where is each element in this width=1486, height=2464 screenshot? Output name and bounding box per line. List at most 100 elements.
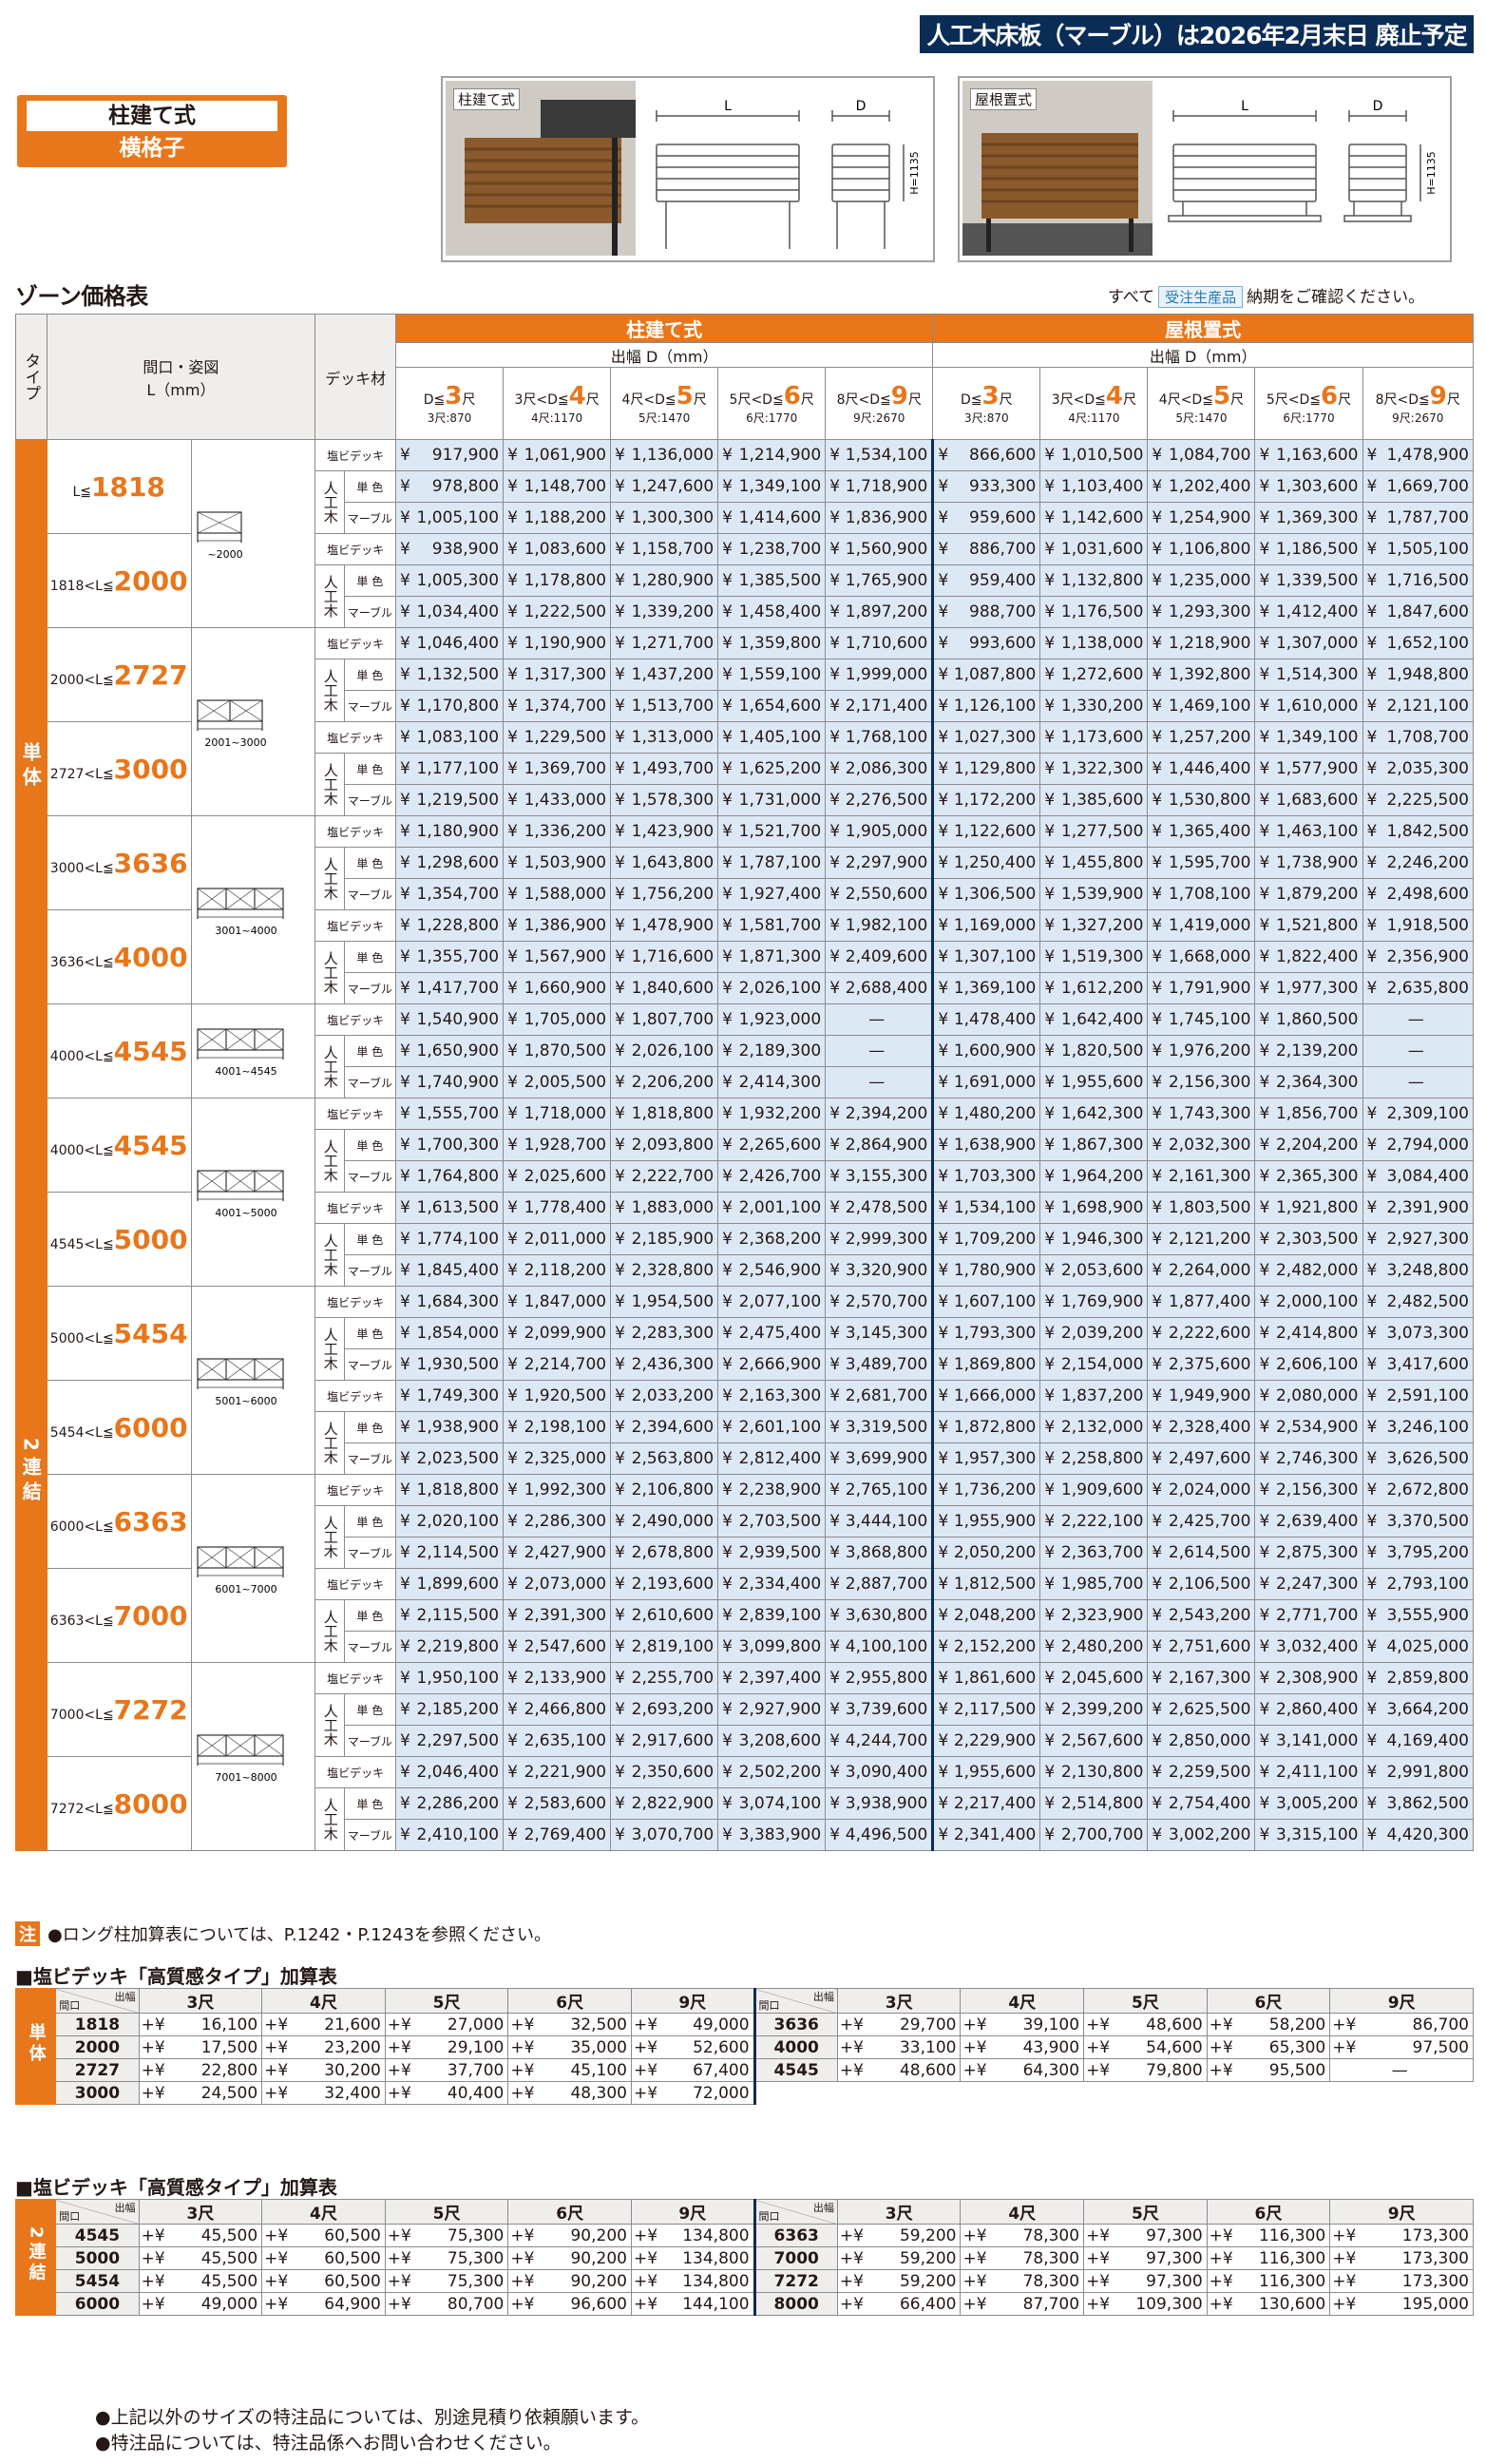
yen-sign: ¥ xyxy=(507,1700,518,1719)
size-max: 5000 xyxy=(113,1223,188,1255)
price-value: 1,458,400 xyxy=(738,602,822,621)
price-cell: ¥1,327,200 xyxy=(1039,909,1149,942)
price-value: 2,171,400 xyxy=(845,697,928,716)
price-row: 人工木単 色 ¥978,800 ¥1,148,700 ¥1,247,600 ¥1,349… xyxy=(16,470,1474,534)
yen-sign: ¥ xyxy=(507,446,518,465)
price-value: 2,020,100 xyxy=(416,1512,500,1531)
price-cell: ¥2,860,400 xyxy=(1254,1693,1363,1726)
price-value: 1,385,500 xyxy=(738,571,822,590)
addon-price-cell: — xyxy=(1329,2058,1474,2082)
price-cell: ¥2,364,300 xyxy=(1254,1066,1363,1098)
addon-price-value: 29,700 xyxy=(899,2015,957,2034)
yen-sign: ¥ xyxy=(1152,728,1163,747)
price-cell: ¥1,374,700 xyxy=(503,690,612,722)
price-cell: ¥2,394,200 xyxy=(825,1098,935,1130)
price-value: 1,985,700 xyxy=(1060,1575,1144,1594)
price-value: 1,778,400 xyxy=(524,1198,607,1217)
note-post: 納期をご確認ください。 xyxy=(1247,288,1425,307)
price-value: 2,497,600 xyxy=(1168,1449,1251,1468)
addon-price-cell: +¥ 109,300 xyxy=(1083,2292,1208,2316)
price-cell: ¥2,991,800 xyxy=(1362,1756,1474,1788)
yen-sign: ¥ xyxy=(400,791,410,810)
price-row: 5000<L≦5454 5001~6000 塩ビデッキ ¥1,684,300 ¥1,84… xyxy=(16,1286,1474,1475)
yen-sign: ¥ xyxy=(400,1104,410,1123)
price-cell: ¥1,818,800 xyxy=(395,1474,505,1506)
yen-sign: ¥ xyxy=(1044,446,1056,465)
price-value: 1,860,500 xyxy=(1275,1010,1359,1029)
price-value: 2,156,300 xyxy=(1275,1480,1359,1499)
price-cell: ¥2,746,300 xyxy=(1254,1442,1363,1475)
price-value: 2,391,300 xyxy=(524,1606,607,1625)
yen-sign: ¥ xyxy=(400,1355,410,1374)
yen-sign: ¥ xyxy=(938,822,949,841)
price-cell: ¥1,214,900 xyxy=(717,439,827,471)
price-table-head: タイプ 間口・姿図 L（mm） デッキ材 柱建て式 屋根置式 出幅 D（mm） 出… xyxy=(15,314,1474,440)
yen-sign: ¥ xyxy=(400,602,410,621)
price-cell: ¥1,455,800 xyxy=(1039,847,1149,879)
price-value: 1,446,400 xyxy=(1168,759,1251,778)
yen-sign: ¥ xyxy=(829,508,841,527)
price-value: 3,699,900 xyxy=(845,1449,928,1468)
price-cell: ¥1,955,600 xyxy=(932,1756,1041,1788)
addon-price-value: 30,200 xyxy=(324,2060,381,2080)
plus-yen-sign: +¥ xyxy=(141,2060,165,2080)
price-cell: ¥2,206,200 xyxy=(610,1066,719,1098)
corner-width-label: 間口 xyxy=(758,1999,780,2012)
yen-sign: ¥ xyxy=(938,1731,949,1750)
size-range-prefix: 2727<L≦ xyxy=(49,766,114,782)
size-max: 4545 xyxy=(113,1129,188,1161)
size-cell: 6363<L≦7000 xyxy=(46,1568,192,1663)
yen-sign: ¥ xyxy=(722,477,733,496)
yen-sign: ¥ xyxy=(507,728,518,747)
yen-sign: ¥ xyxy=(722,1637,733,1656)
price-cell: ¥1,061,900 xyxy=(503,439,612,471)
price-cell: ¥2,356,900 xyxy=(1362,941,1474,973)
price-value: 1,238,700 xyxy=(738,540,822,559)
price-cell: ¥2,334,400 xyxy=(717,1568,827,1600)
yen-sign: ¥ xyxy=(507,1449,518,1468)
price-cell: ¥1,710,600 xyxy=(825,627,935,659)
deck-jinko-label: 人工木 xyxy=(314,753,345,816)
yen-sign: ¥ xyxy=(938,1104,949,1123)
yen-sign: ¥ xyxy=(829,1292,841,1311)
plus-yen-sign: +¥ xyxy=(141,2015,165,2034)
size-cell: 4000<L≦4545 xyxy=(46,1003,192,1098)
price-value: 2,077,100 xyxy=(738,1292,822,1311)
price-cell: ¥1,169,000 xyxy=(932,909,1041,942)
price-cell: ¥3,630,800 xyxy=(825,1599,935,1632)
price-value: 1,954,500 xyxy=(631,1292,714,1311)
price-cell: ¥2,409,600 xyxy=(825,941,935,973)
price-cell: ¥1,718,900 xyxy=(825,470,935,503)
yen-sign: ¥ xyxy=(829,791,841,810)
price-cell: ¥1,698,900 xyxy=(1039,1192,1149,1224)
diagram-cell: 4001~4545 xyxy=(190,1003,316,1098)
depth-range-prefix: 8尺<D≦ xyxy=(1375,392,1430,408)
yen-sign: ¥ xyxy=(400,1010,410,1029)
yen-sign: ¥ xyxy=(1152,916,1163,935)
price-cell: ¥1,756,200 xyxy=(610,878,719,910)
yen-sign: ¥ xyxy=(938,1073,949,1092)
price-cell: ¥1,257,200 xyxy=(1147,721,1256,754)
pillar-group-header: 柱建て式 xyxy=(395,314,934,343)
yen-sign: ¥ xyxy=(1366,759,1378,778)
price-cell: ¥1,298,600 xyxy=(395,847,505,879)
price-value: 1,129,800 xyxy=(953,759,1037,778)
yen-sign: ¥ xyxy=(615,1261,625,1280)
price-cell: ¥1,668,000 xyxy=(1147,941,1256,973)
price-value: 1,103,400 xyxy=(1060,477,1144,496)
price-cell: ¥2,635,100 xyxy=(503,1725,612,1757)
price-cell: ¥2,099,900 xyxy=(503,1317,612,1349)
addon-price-value: 79,800 xyxy=(1146,2060,1203,2080)
yen-sign: ¥ xyxy=(1152,1198,1163,1217)
price-cell: ¥2,247,300 xyxy=(1254,1568,1363,1600)
price-cell: ¥1,437,200 xyxy=(610,659,719,691)
price-value: 1,765,900 xyxy=(845,571,928,590)
price-cell: ¥2,219,800 xyxy=(395,1631,505,1663)
price-cell: ¥1,540,900 xyxy=(395,1003,505,1036)
yen-sign: ¥ xyxy=(938,885,949,904)
price-cell: ¥2,026,100 xyxy=(717,972,827,1004)
price-value: 1,493,700 xyxy=(631,759,714,778)
price-value: 1,330,200 xyxy=(1060,697,1144,716)
yen-sign: ¥ xyxy=(507,885,518,904)
price-cell: ¥1,132,800 xyxy=(1039,564,1149,597)
